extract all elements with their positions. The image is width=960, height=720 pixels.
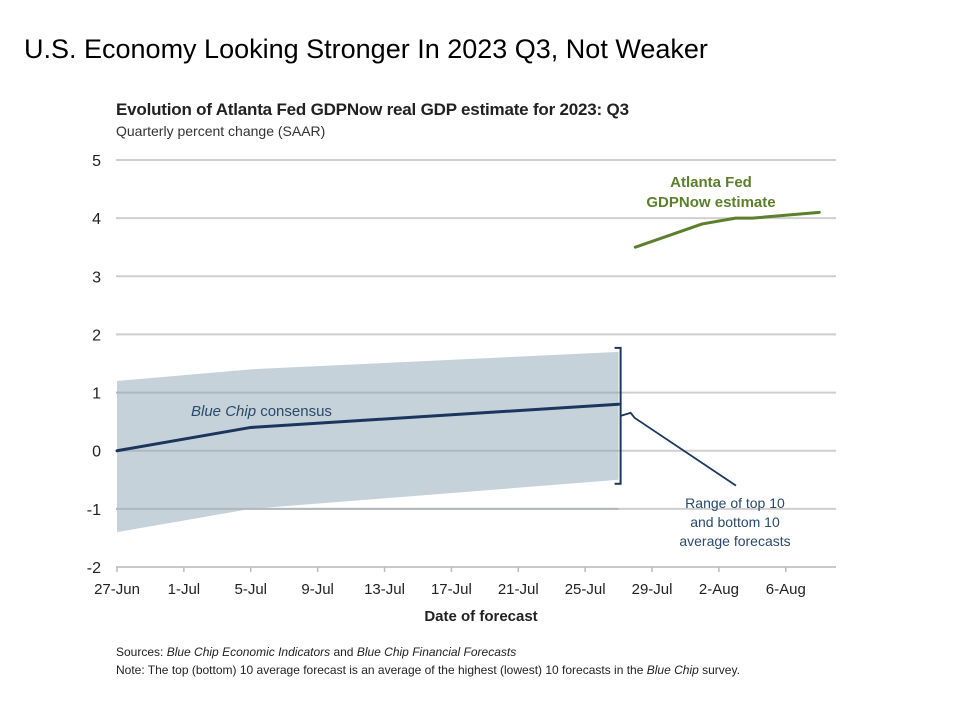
x-tick-label: 6-Aug [766, 581, 806, 598]
x-tick-label: 17-Jul [431, 581, 472, 598]
x-axis: 27-Jun 1-Jul 5-Jul 9-Jul 13-Jul 17-Jul 21-Jul 2… [94, 567, 806, 625]
range-label-line: and bottom 10 [690, 514, 780, 530]
x-tick-label: 29-Jul [632, 581, 673, 598]
note-line: Note: The top (bottom) 10 average foreca… [116, 663, 740, 677]
y-tick-label: 1 [92, 386, 101, 403]
annotations: Blue Chip consensus Atlanta Fed GDPNow est… [191, 174, 791, 549]
x-tick-label: 9-Jul [301, 581, 334, 598]
x-tick-label: 25-Jul [565, 581, 606, 598]
sources-line: Sources: Blue Chip Economic Indicators a… [116, 645, 516, 659]
chart-title: Evolution of Atlanta Fed GDPNow real GDP… [116, 100, 629, 119]
y-tick-label: 0 [92, 444, 101, 461]
range-band-area [117, 351, 619, 533]
blue-chip-consensus-label: Blue Chip consensus [191, 403, 332, 420]
x-tick-label: 2-Aug [699, 581, 739, 598]
x-tick-label: 21-Jul [498, 581, 539, 598]
series-lines [115, 210, 821, 453]
y-tick-label: -2 [87, 560, 101, 577]
label-rest: consensus [256, 403, 332, 420]
sources-and: and [330, 645, 357, 659]
note-italic: Blue Chip [646, 663, 699, 677]
note-text-2: survey. [698, 663, 740, 677]
x-tick-label: 13-Jul [364, 581, 405, 598]
y-tick-label: 5 [92, 153, 101, 170]
y-tick-label: 4 [92, 211, 101, 228]
x-tick-label: 5-Jul [235, 581, 268, 598]
y-tick-label: -1 [87, 502, 101, 519]
forecast-range-band [117, 351, 619, 533]
range-label-line: Range of top 10 [685, 495, 785, 511]
sources-text-2: Blue Chip Financial Forecasts [356, 645, 517, 659]
gdpnow-label-line: GDPNow estimate [646, 194, 775, 211]
y-tick-label: 2 [92, 327, 101, 344]
gdpnow-label-line: Atlanta Fed [670, 174, 752, 191]
slide-title: U.S. Economy Looking Stronger In 2023 Q3… [24, 34, 708, 64]
sources-label: Sources: [116, 645, 164, 659]
y-tick-label: 3 [92, 269, 101, 286]
chart-subtitle: Quarterly percent change (SAAR) [116, 123, 326, 139]
range-label-line: average forecasts [679, 533, 790, 549]
label-italic-part: Blue Chip [191, 403, 256, 420]
gridlines-over-band [116, 391, 619, 510]
sources-text-1: Blue Chip Economic Indicators [166, 645, 331, 659]
x-tick-label: 1-Jul [168, 581, 201, 598]
range-callout-leader [620, 411, 737, 487]
note-text-1: The top (bottom) 10 average forecast is … [144, 663, 647, 677]
x-tick-label: 27-Jun [94, 581, 140, 598]
note-label: Note: [116, 663, 145, 677]
x-axis-label: Date of forecast [424, 608, 537, 625]
y-axis: 5 4 3 2 1 0 -1 -2 [87, 153, 101, 577]
